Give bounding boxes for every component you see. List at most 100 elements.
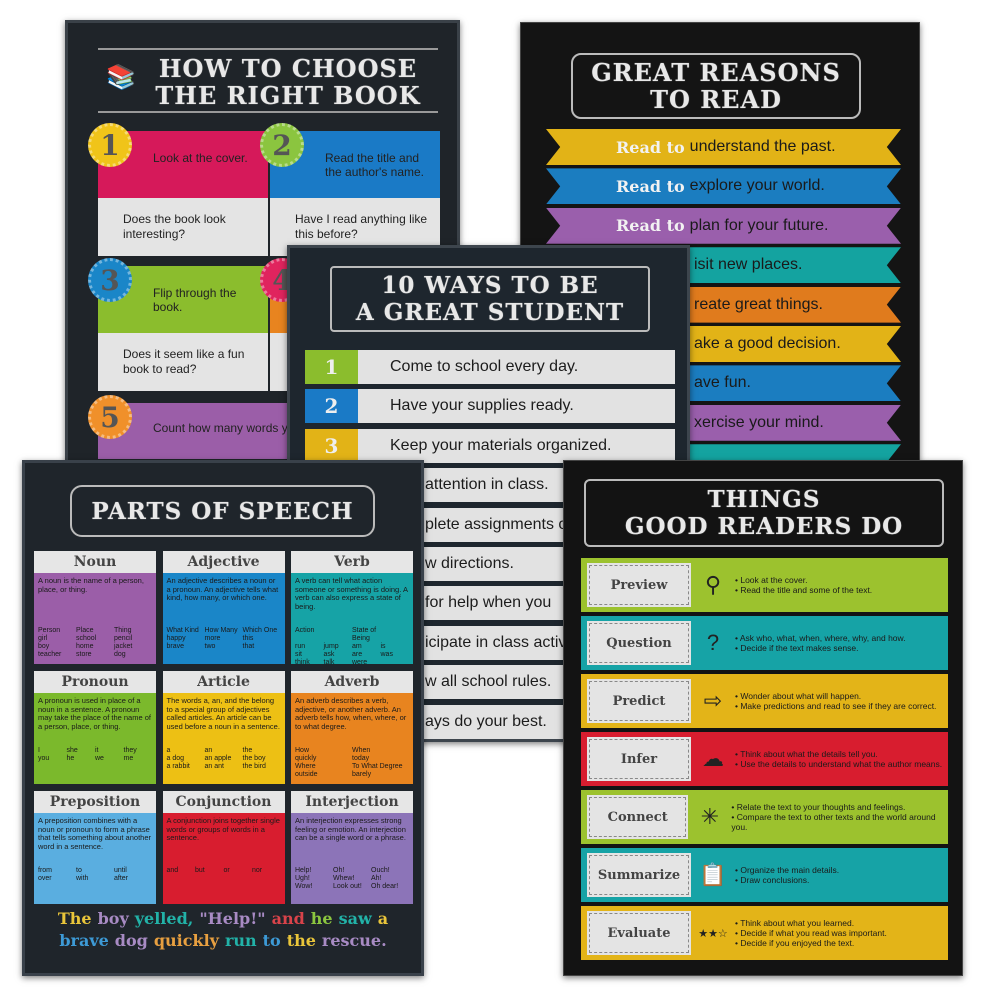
reason-ribbon: Read to plan for your future.: [546, 207, 901, 244]
example-word: dog: [114, 651, 126, 658]
part-definition: An adverb describes a verb, adjective, o…: [295, 696, 407, 731]
example-word: To What Degree: [352, 763, 403, 770]
step-label: Question: [587, 621, 691, 665]
example-word: a dog: [166, 755, 185, 762]
example-word: Person: [38, 627, 61, 634]
step-label: Connect: [586, 795, 689, 839]
poster-title: HOW TO CHOOSE THE RIGHT BOOK: [138, 55, 438, 109]
bullet-item: Make predictions and read to see if they…: [735, 701, 936, 711]
way-number: 3: [305, 428, 358, 463]
reader-step-row: Question? Ask who, what, when, where, why…: [581, 616, 948, 670]
number-badge-icon: 3: [88, 258, 132, 302]
sentence-word: yelled,: [134, 909, 194, 928]
example-word: teacher: [38, 651, 62, 658]
bullet-list: Think about what you learned.Decide if w…: [735, 918, 887, 948]
title-line: THE RIGHT BOOK: [155, 81, 421, 110]
bullet-item: Compare the text to other texts and the …: [731, 812, 948, 832]
step-label: Evaluate: [587, 911, 691, 955]
step-instruction: Flip through the book.: [98, 266, 268, 333]
title-frame: 10 WAYS TO BE A GREAT STUDENT: [330, 266, 650, 332]
step-label: Summarize: [587, 853, 691, 897]
number-badge-icon: 2: [260, 123, 304, 167]
example-sentence: The boy yelled, "Help!" and he saw a brave dog qui…: [25, 908, 421, 952]
example-word: from: [38, 867, 52, 874]
way-text: icipate in class activ: [425, 633, 567, 651]
example-word: jump: [323, 643, 339, 650]
sentence-word: rescue.: [321, 931, 387, 950]
examples-grid: Action State of Being run jump am is sit ask are…: [291, 627, 413, 667]
stars-icon: ★★☆: [698, 927, 728, 940]
example-word: school: [76, 635, 97, 642]
title-line: HOW TO CHOOSE: [158, 54, 418, 83]
bullet-item: Think about what you learned.: [735, 918, 887, 928]
part-of-speech-card: Adverb An adverb describes a verb, adject…: [291, 671, 413, 784]
bullet-item: Look at the cover.: [735, 575, 872, 585]
reader-step-row: Predict ⇨ Wonder about what will happen.Ma…: [581, 674, 948, 728]
sentence-word: run: [224, 931, 257, 950]
example-word: to: [76, 867, 82, 874]
way-text: for help when you: [425, 594, 552, 612]
step-instruction: Look at the cover.: [98, 131, 268, 198]
example-word: but: [195, 867, 205, 874]
bullet-list: Wonder about what will happen.Make predi…: [735, 691, 936, 711]
reader-step-row: Preview ⚲ Look at the cover.Read the title…: [581, 558, 948, 612]
example-word: Oh dear!: [371, 883, 399, 890]
part-of-speech-card: Pronoun A pronoun is used in place of a n…: [34, 671, 156, 784]
example-word: [381, 659, 410, 667]
way-row: 2 Have your supplies ready.: [305, 389, 675, 424]
part-name: Verb: [291, 551, 413, 573]
example-word: am: [352, 643, 362, 650]
part-of-speech-card: Conjunction A conjunction joins together …: [162, 791, 285, 904]
reason-text: reate great things.: [694, 295, 823, 313]
way-text: Come to school every day.: [390, 358, 579, 375]
example-word: store: [76, 651, 92, 658]
step-label: Predict: [587, 679, 691, 723]
part-definition: A pronoun is used in place of a noun in …: [38, 696, 151, 731]
example-word: Ah!: [371, 875, 382, 882]
part-name: Pronoun: [34, 671, 156, 693]
sentence-word: the: [286, 931, 316, 950]
example-word: jacket: [114, 643, 133, 650]
example-word: Wow!: [295, 883, 313, 890]
part-name: Conjunction: [162, 791, 285, 813]
example-word: What Kind: [166, 627, 199, 634]
example-word: was: [380, 651, 393, 658]
example-word: Action: [295, 627, 315, 634]
example-word: Place: [76, 627, 94, 634]
thought-bubble-icon: ☁: [702, 746, 724, 771]
sentence-word: brave: [59, 931, 109, 950]
example-word: this: [242, 635, 254, 642]
part-of-speech-card: Article The words a, an, and the belong t…: [162, 671, 285, 784]
example-word: he: [66, 755, 75, 762]
example-word: a: [166, 747, 171, 754]
part-definition: An interjection expresses strong feeling…: [295, 816, 406, 842]
question-mark-icon: ?: [706, 630, 720, 655]
sentence-word: boy: [97, 909, 129, 928]
bullet-list: Look at the cover.Read the title and som…: [735, 575, 872, 595]
reader-step-row: Summarize 📋 Organize the main details.Draw…: [581, 848, 948, 902]
example-word: [324, 627, 353, 643]
part-definition: The words a, an, and the belong to a spe…: [166, 696, 280, 731]
example-word: outside: [295, 771, 318, 778]
sentence-line: brave dog quickly run to the rescue.: [25, 930, 421, 952]
example-word: barely: [352, 771, 372, 778]
reason-text: ave fun.: [694, 374, 751, 392]
sentence-word: a: [377, 909, 389, 928]
bullet-item: Ask who, what, when, where, why, and how…: [735, 633, 906, 643]
example-word: they: [123, 747, 137, 754]
poster-things-good-readers-do: THINGS GOOD READERS DO Preview ⚲ Look at t…: [563, 460, 963, 976]
example-word: ask: [323, 651, 335, 658]
example-word: nor: [252, 867, 263, 874]
title-line: TO READ: [650, 85, 782, 114]
sentence-word: and: [271, 909, 305, 928]
part-definition: A conjunction joins together single word…: [166, 816, 280, 842]
way-text: w directions.: [425, 555, 514, 572]
example-word: girl: [38, 635, 48, 642]
example-word: with: [76, 875, 89, 882]
poster-parts-of-speech: PARTS OF SPEECH Noun A noun is the name o…: [22, 460, 424, 976]
example-word: Which One: [242, 627, 278, 634]
bullet-list: Ask who, what, when, where, why, and how…: [735, 633, 906, 653]
way-number: 1: [305, 350, 358, 384]
example-word: more: [204, 635, 221, 642]
bullet-item: Decide if what you read was important.: [735, 928, 886, 938]
